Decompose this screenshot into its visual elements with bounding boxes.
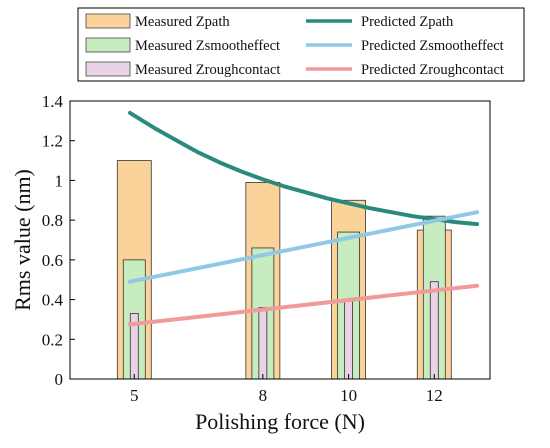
legend-label-predicted-zsmootheffect: Predicted Zsmootheffect [361,38,504,54]
x-tick-label: 12 [426,386,443,405]
legend-label-predicted-zpath: Predicted Zpath [361,14,454,30]
legend-label-predicted-zroughcontact: Predicted Zroughcontact [361,62,504,78]
plot-area: 0 0.2 0.4 0.6 0.8 1 1.2 1.4 5 8 10 12 [42,92,491,405]
legend-swatch-measured-zsmootheffect [85,37,131,53]
legend-label-measured-zsmootheffect: Measured Zsmootheffect [135,38,280,54]
x-tick-label: 10 [340,386,357,405]
x-tick-label: 5 [130,386,139,405]
legend-label-measured-zroughcontact: Measured Zroughcontact [135,62,280,78]
legend: Measured Zpath Measured Zsmootheffect Me… [77,7,525,82]
x-tick-label: 8 [259,386,268,405]
bars-group [116,160,452,380]
y-tick-label: 0.2 [42,330,63,349]
line-predicted-zsmootheffect [128,210,480,284]
legend-box [77,7,525,82]
line-predicted-zroughcontact [128,283,480,327]
legend-swatch-measured-zpath [85,13,131,29]
y-tick-label: 1 [55,171,64,190]
bar-measured-zroughcontact-10 [344,299,353,380]
bar-measured-zroughcontact-12 [429,281,439,380]
legend-swatch-measured-zroughcontact [85,61,131,77]
y-axis-label: Rms value (nm) [10,169,35,311]
y-tick-label: 0.8 [42,211,63,230]
y-tick-label: 0.6 [42,251,63,270]
bar-measured-zroughcontact-8 [258,307,268,380]
y-tick-label: 1.2 [42,132,63,151]
line-predicted-zpath [128,110,480,227]
y-tick-label: 1.4 [42,92,64,111]
plot-frame [69,100,491,380]
lines-group [128,110,480,327]
y-tick-label: 0 [55,370,64,389]
y-axis-ticks: 0 0.2 0.4 0.6 0.8 1 1.2 1.4 [42,92,75,389]
x-axis-ticks: 5 8 10 12 [130,374,443,405]
y-tick-label: 0.4 [42,291,64,310]
x-axis-label: Polishing force (N) [195,409,365,434]
legend-label-measured-zpath: Measured Zpath [135,14,230,30]
